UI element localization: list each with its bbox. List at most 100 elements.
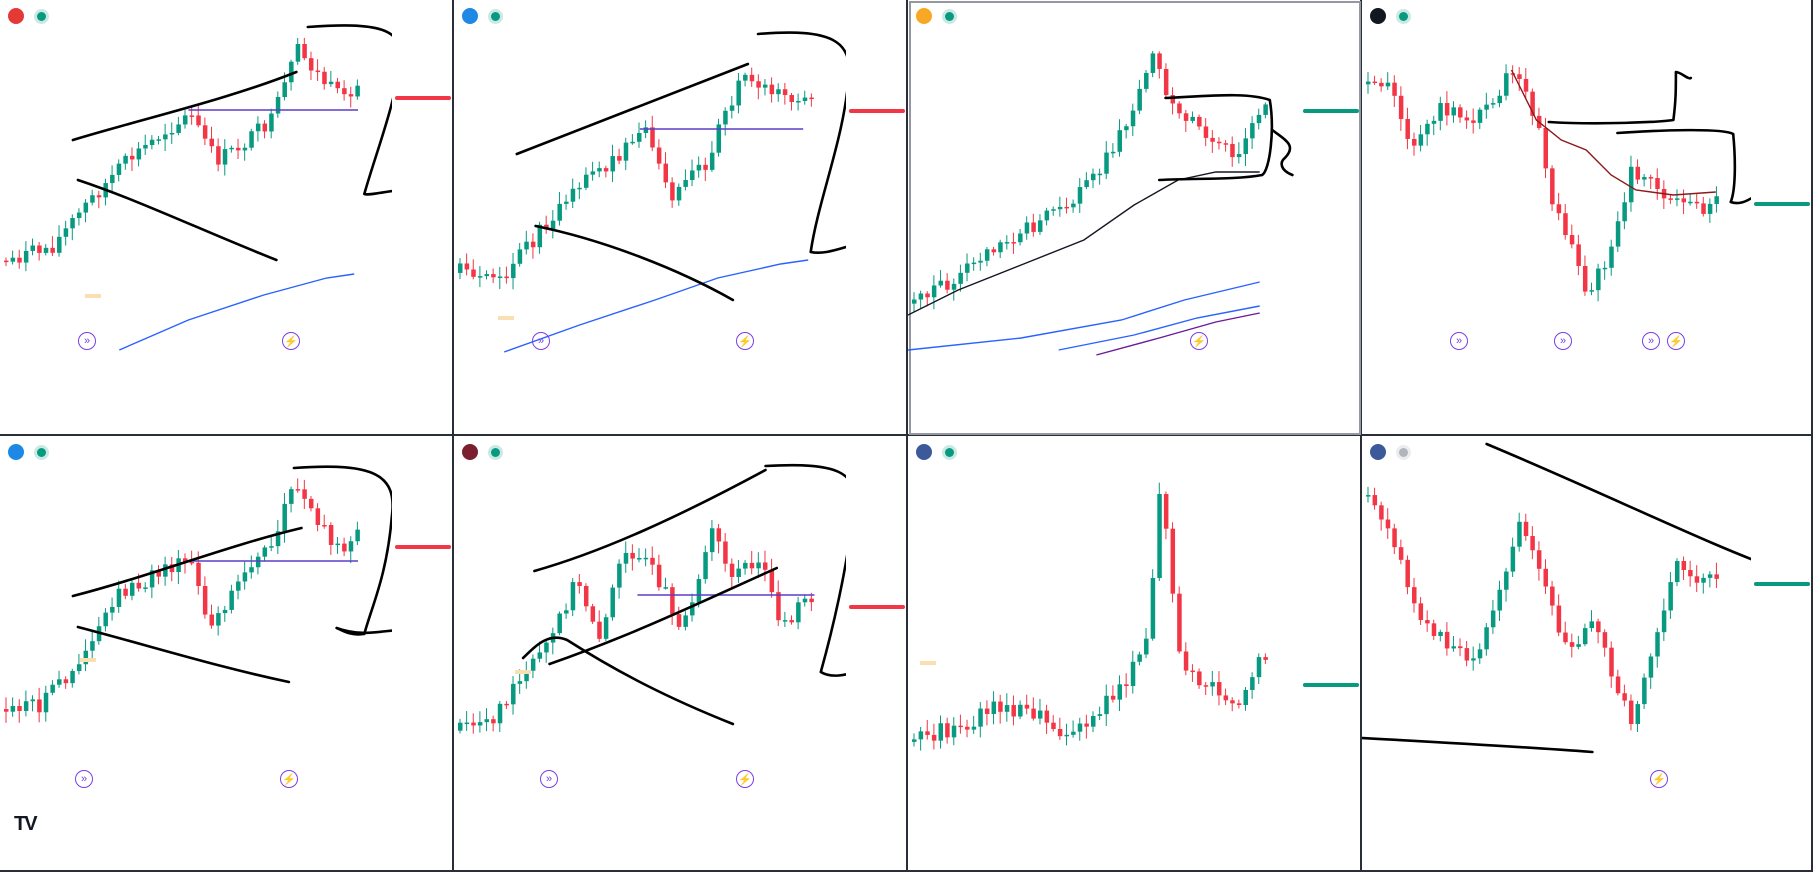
hand-drawn-annotation[interactable] bbox=[76, 178, 278, 262]
chart-panel-cl[interactable]: » » » ⚡ bbox=[1362, 0, 1813, 436]
candle bbox=[617, 559, 622, 599]
candle bbox=[169, 556, 175, 582]
hand-drawn-annotation[interactable] bbox=[292, 465, 392, 636]
hand-drawn-annotation[interactable] bbox=[533, 468, 767, 573]
chart-header[interactable] bbox=[916, 444, 954, 460]
price-axis[interactable] bbox=[846, 0, 906, 434]
alert-icon[interactable]: ⚡ bbox=[1667, 332, 1685, 350]
candle bbox=[1379, 501, 1384, 531]
candle bbox=[1051, 715, 1056, 732]
moving-average-line bbox=[908, 281, 1260, 351]
candle bbox=[583, 583, 589, 612]
hand-drawn-annotation[interactable] bbox=[756, 31, 846, 254]
chart-panel-rty[interactable]: » ⚡ bbox=[454, 436, 908, 872]
hand-drawn-annotation[interactable] bbox=[71, 526, 303, 598]
candle bbox=[1236, 142, 1242, 164]
chart-panel-us2y[interactable]: ⚡ bbox=[1362, 436, 1813, 872]
hand-drawn-annotation[interactable] bbox=[1362, 736, 1594, 754]
replay-icon[interactable]: » bbox=[1642, 332, 1660, 350]
hand-drawn-annotation[interactable] bbox=[764, 463, 847, 677]
price-plot[interactable] bbox=[0, 436, 392, 844]
chart-label-annotation[interactable] bbox=[498, 316, 514, 320]
candle bbox=[690, 159, 695, 187]
hand-drawn-annotation[interactable] bbox=[1271, 128, 1294, 177]
hand-drawn-annotation[interactable] bbox=[306, 24, 392, 196]
chart-panel-nq[interactable]: » ⚡ TV bbox=[0, 436, 454, 872]
chart-header[interactable] bbox=[462, 444, 500, 460]
tradingview-logo[interactable]: TV bbox=[14, 813, 38, 835]
candle bbox=[202, 117, 208, 146]
price-plot[interactable] bbox=[1362, 436, 1751, 844]
candle bbox=[1031, 213, 1036, 237]
candle bbox=[709, 519, 715, 561]
candle bbox=[1256, 108, 1262, 130]
hand-drawn-annotation[interactable] bbox=[76, 625, 291, 684]
candle bbox=[978, 702, 983, 738]
chart-header[interactable] bbox=[1370, 8, 1408, 24]
price-axis[interactable] bbox=[1751, 0, 1811, 434]
price-plot[interactable] bbox=[454, 436, 846, 844]
hand-drawn-annotation[interactable] bbox=[548, 566, 779, 666]
price-plot[interactable] bbox=[0, 0, 392, 408]
price-plot[interactable] bbox=[1362, 0, 1751, 408]
hand-drawn-annotation[interactable] bbox=[1616, 128, 1751, 205]
candle bbox=[1157, 482, 1162, 581]
candle bbox=[477, 711, 483, 733]
replay-icon[interactable]: » bbox=[78, 332, 96, 350]
price-plot[interactable] bbox=[908, 0, 1300, 408]
candle bbox=[1250, 116, 1255, 149]
candle bbox=[762, 550, 768, 582]
candle bbox=[1550, 165, 1555, 212]
chart-header[interactable] bbox=[8, 444, 46, 460]
candle bbox=[1576, 234, 1581, 276]
chart-header[interactable] bbox=[462, 8, 500, 24]
candle bbox=[1124, 123, 1129, 139]
chart-panel-ym[interactable]: » ⚡ bbox=[454, 0, 908, 436]
replay-icon[interactable]: » bbox=[1554, 332, 1572, 350]
price-plot[interactable] bbox=[454, 0, 846, 408]
candle bbox=[1536, 541, 1542, 581]
replay-icon[interactable]: » bbox=[75, 770, 93, 788]
replay-icon[interactable]: » bbox=[540, 770, 558, 788]
candle bbox=[971, 257, 977, 271]
candle bbox=[1582, 623, 1588, 647]
alert-icon[interactable]: ⚡ bbox=[282, 332, 300, 350]
hand-drawn-annotation[interactable] bbox=[521, 636, 735, 726]
chart-panel-vix[interactable] bbox=[908, 436, 1362, 872]
alert-icon[interactable]: ⚡ bbox=[1650, 770, 1668, 788]
chart-label-annotation[interactable] bbox=[920, 661, 936, 665]
hand-drawn-annotation[interactable] bbox=[534, 224, 735, 302]
candle bbox=[1256, 653, 1262, 685]
chart-header[interactable] bbox=[916, 8, 954, 24]
candle bbox=[1385, 508, 1391, 539]
chart-panel-es[interactable]: » ⚡ bbox=[0, 0, 454, 436]
hand-drawn-annotation[interactable] bbox=[71, 70, 298, 142]
chart-label-annotation[interactable] bbox=[80, 658, 96, 662]
alert-icon[interactable]: ⚡ bbox=[736, 332, 754, 350]
candle bbox=[998, 694, 1003, 724]
candle bbox=[1398, 539, 1404, 565]
chart-panel-gc[interactable]: ⚡ bbox=[908, 0, 1362, 436]
price-axis[interactable] bbox=[392, 0, 452, 434]
price-axis[interactable] bbox=[1300, 436, 1360, 870]
chart-label-annotation[interactable] bbox=[515, 670, 531, 674]
price-plot[interactable] bbox=[908, 436, 1300, 844]
candle bbox=[1183, 642, 1189, 676]
alert-icon[interactable]: ⚡ bbox=[280, 770, 298, 788]
price-axis[interactable] bbox=[1751, 436, 1811, 870]
chart-header[interactable] bbox=[8, 8, 46, 24]
hand-drawn-annotation[interactable] bbox=[1485, 442, 1751, 572]
hand-drawn-annotation[interactable] bbox=[515, 62, 750, 156]
alert-icon[interactable]: ⚡ bbox=[1190, 332, 1208, 350]
chart-header[interactable] bbox=[1370, 444, 1408, 460]
price-axis[interactable] bbox=[846, 436, 906, 870]
price-axis[interactable] bbox=[1300, 0, 1360, 434]
alert-icon[interactable]: ⚡ bbox=[736, 770, 754, 788]
hand-drawn-annotation[interactable] bbox=[1157, 93, 1274, 182]
candle bbox=[1582, 255, 1588, 296]
hand-drawn-annotation[interactable] bbox=[1547, 70, 1693, 125]
price-axis[interactable] bbox=[392, 436, 452, 870]
chart-label-annotation[interactable] bbox=[85, 294, 101, 298]
replay-icon[interactable]: » bbox=[532, 332, 550, 350]
replay-icon[interactable]: » bbox=[1450, 332, 1468, 350]
